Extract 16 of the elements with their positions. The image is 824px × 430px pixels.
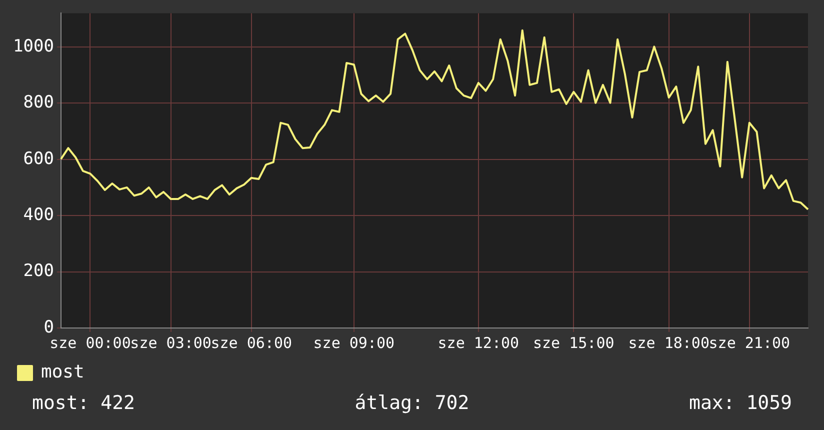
y-tick-label: 200	[23, 261, 54, 282]
legend-label: most	[41, 362, 84, 383]
text: átlag: 702	[354, 392, 470, 414]
y-tick-label: 400	[23, 204, 54, 225]
x-tick-label: sze 15:00	[532, 334, 614, 352]
x-tick-label: sze 21:00	[708, 334, 790, 352]
x-tick-label: sze 09:00	[313, 334, 395, 352]
text: most: 422	[32, 392, 135, 414]
text: max: 1059	[689, 392, 792, 414]
x-tick-label: sze 18:00	[628, 334, 710, 352]
y-tick-label: 600	[23, 148, 54, 169]
x-tick-label: sze 06:00	[210, 334, 292, 352]
y-tick-label: 1000	[12, 36, 54, 56]
x-tick-label: sze 03:00	[130, 334, 212, 352]
x-tick-label: sze 12:00	[438, 334, 520, 352]
y-tick-label: 800	[23, 92, 54, 113]
